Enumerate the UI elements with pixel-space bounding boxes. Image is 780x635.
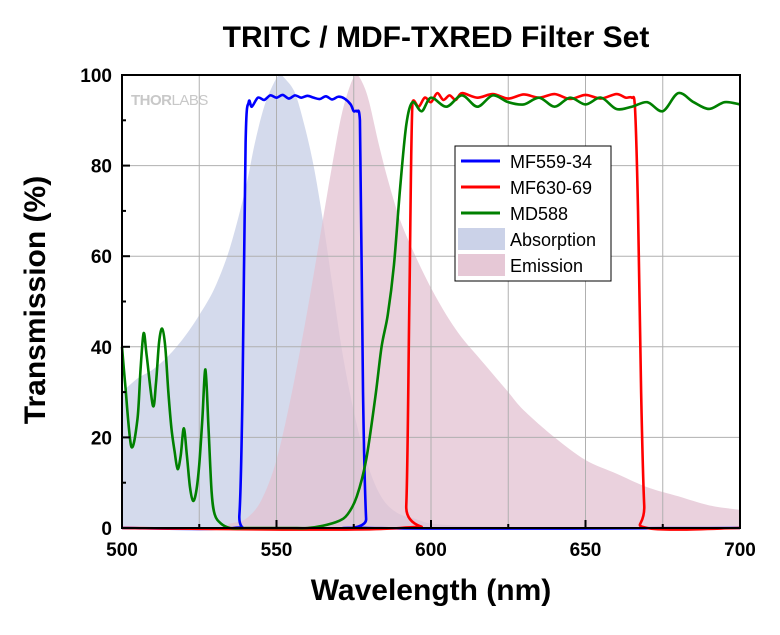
- chart-title: TRITC / MDF-TXRED Filter Set: [223, 21, 650, 54]
- series-mf559-34: [121, 93, 741, 531]
- legend-label-emission: Emission: [510, 256, 583, 276]
- watermark-sub: LABS: [172, 92, 209, 109]
- legend-label-mf630-69: MF630-69: [510, 178, 592, 198]
- x-axis-label: Wavelength (nm): [311, 574, 552, 607]
- svg-text:THORLABS: THORLABS: [131, 92, 208, 109]
- legend: MF559-34 MF630-69 MD588 Absorption Emission: [454, 145, 612, 282]
- x-tick-label: 700: [724, 540, 756, 561]
- ticks-layer: 500 550 600 650 700 0 20 40 60 80 100: [80, 66, 756, 561]
- legend-label-md588: MD588: [510, 204, 568, 224]
- legend-swatch-absorption: [458, 228, 505, 250]
- legend-label-mf559-34: MF559-34: [510, 152, 592, 172]
- thorlabs-watermark: THORLABS: [131, 92, 209, 109]
- y-tick-label: 60: [91, 247, 112, 268]
- x-tick-label: 600: [415, 540, 447, 561]
- x-tick-label: 500: [106, 540, 138, 561]
- y-axis-label: Transmission (%): [19, 176, 52, 424]
- y-tick-label: 100: [80, 66, 112, 87]
- legend-label-absorption: Absorption: [510, 230, 596, 250]
- y-tick-label: 80: [91, 157, 112, 178]
- x-tick-label: 650: [570, 540, 602, 561]
- watermark-main: THOR: [131, 92, 172, 109]
- x-tick-label: 550: [261, 540, 293, 561]
- legend-swatch-emission: [458, 254, 505, 276]
- y-tick-label: 40: [91, 338, 112, 359]
- y-tick-label: 20: [91, 428, 112, 449]
- y-tick-label: 0: [101, 519, 112, 540]
